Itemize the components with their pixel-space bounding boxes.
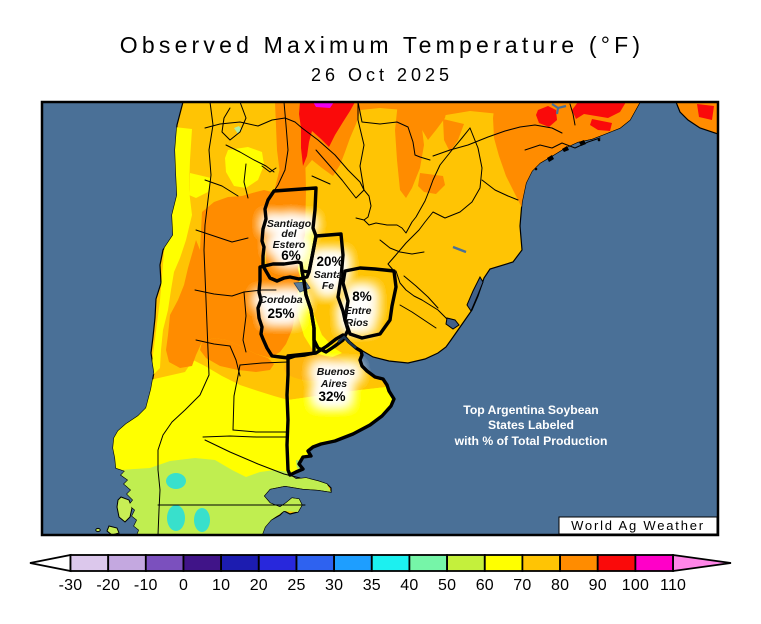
svg-text:90: 90 — [589, 577, 607, 594]
svg-text:Estero: Estero — [273, 239, 306, 251]
svg-text:0: 0 — [179, 577, 188, 594]
svg-text:Observed Maximum Temperature (: Observed Maximum Temperature (°F) — [120, 32, 644, 58]
svg-text:20%: 20% — [316, 254, 343, 269]
svg-text:20%: 20% — [316, 254, 343, 269]
svg-text:Estero: Estero — [273, 239, 306, 251]
svg-text:del: del — [281, 228, 297, 240]
svg-text:10: 10 — [212, 577, 230, 594]
svg-text:Rios: Rios — [346, 317, 369, 329]
svg-text:Aires: Aires — [320, 378, 347, 390]
svg-text:Entre: Entre — [345, 305, 372, 317]
svg-text:100: 100 — [622, 577, 649, 594]
svg-text:Santiago: Santiago — [267, 218, 312, 230]
svg-text:del: del — [281, 228, 297, 240]
svg-text:8%: 8% — [352, 289, 372, 304]
svg-text:25: 25 — [287, 577, 305, 594]
svg-text:States Labeled: States Labeled — [488, 418, 574, 432]
svg-text:60: 60 — [476, 577, 494, 594]
svg-text:Cordoba: Cordoba — [259, 294, 302, 306]
svg-text:110: 110 — [660, 577, 686, 594]
svg-text:32%: 32% — [318, 389, 345, 404]
svg-text:Aires: Aires — [320, 378, 347, 390]
svg-text:26 Oct 2025: 26 Oct 2025 — [311, 65, 453, 85]
svg-text:6%: 6% — [281, 248, 301, 263]
svg-text:-20: -20 — [96, 577, 120, 594]
svg-text:50: 50 — [438, 577, 456, 594]
svg-text:with % of Total Production: with % of Total Production — [454, 434, 608, 448]
svg-text:Entre: Entre — [345, 305, 372, 317]
svg-text:Cordoba: Cordoba — [259, 294, 302, 306]
svg-text:Rios: Rios — [346, 317, 369, 329]
svg-text:Santa: Santa — [314, 269, 343, 281]
svg-text:Buenos: Buenos — [317, 366, 356, 378]
svg-text:80: 80 — [551, 577, 569, 594]
svg-text:Buenos: Buenos — [317, 366, 356, 378]
svg-text:Top Argentina Soybean: Top Argentina Soybean — [463, 403, 598, 417]
svg-text:Fe: Fe — [322, 280, 334, 292]
svg-text:70: 70 — [513, 577, 531, 594]
svg-text:25%: 25% — [267, 306, 294, 321]
svg-text:20: 20 — [250, 577, 268, 594]
svg-text:Fe: Fe — [322, 280, 334, 292]
svg-text:35: 35 — [363, 577, 381, 594]
svg-text:32%: 32% — [318, 389, 345, 404]
svg-text:-10: -10 — [134, 577, 158, 594]
svg-text:8%: 8% — [352, 289, 372, 304]
svg-text:Santiago: Santiago — [267, 218, 312, 230]
svg-text:6%: 6% — [281, 248, 301, 263]
svg-text:30: 30 — [325, 577, 343, 594]
svg-text:40: 40 — [400, 577, 418, 594]
svg-text:-30: -30 — [59, 577, 83, 594]
svg-text:25%: 25% — [267, 306, 294, 321]
svg-text:Santa: Santa — [314, 269, 343, 281]
svg-text:World Ag Weather: World Ag Weather — [571, 518, 705, 533]
